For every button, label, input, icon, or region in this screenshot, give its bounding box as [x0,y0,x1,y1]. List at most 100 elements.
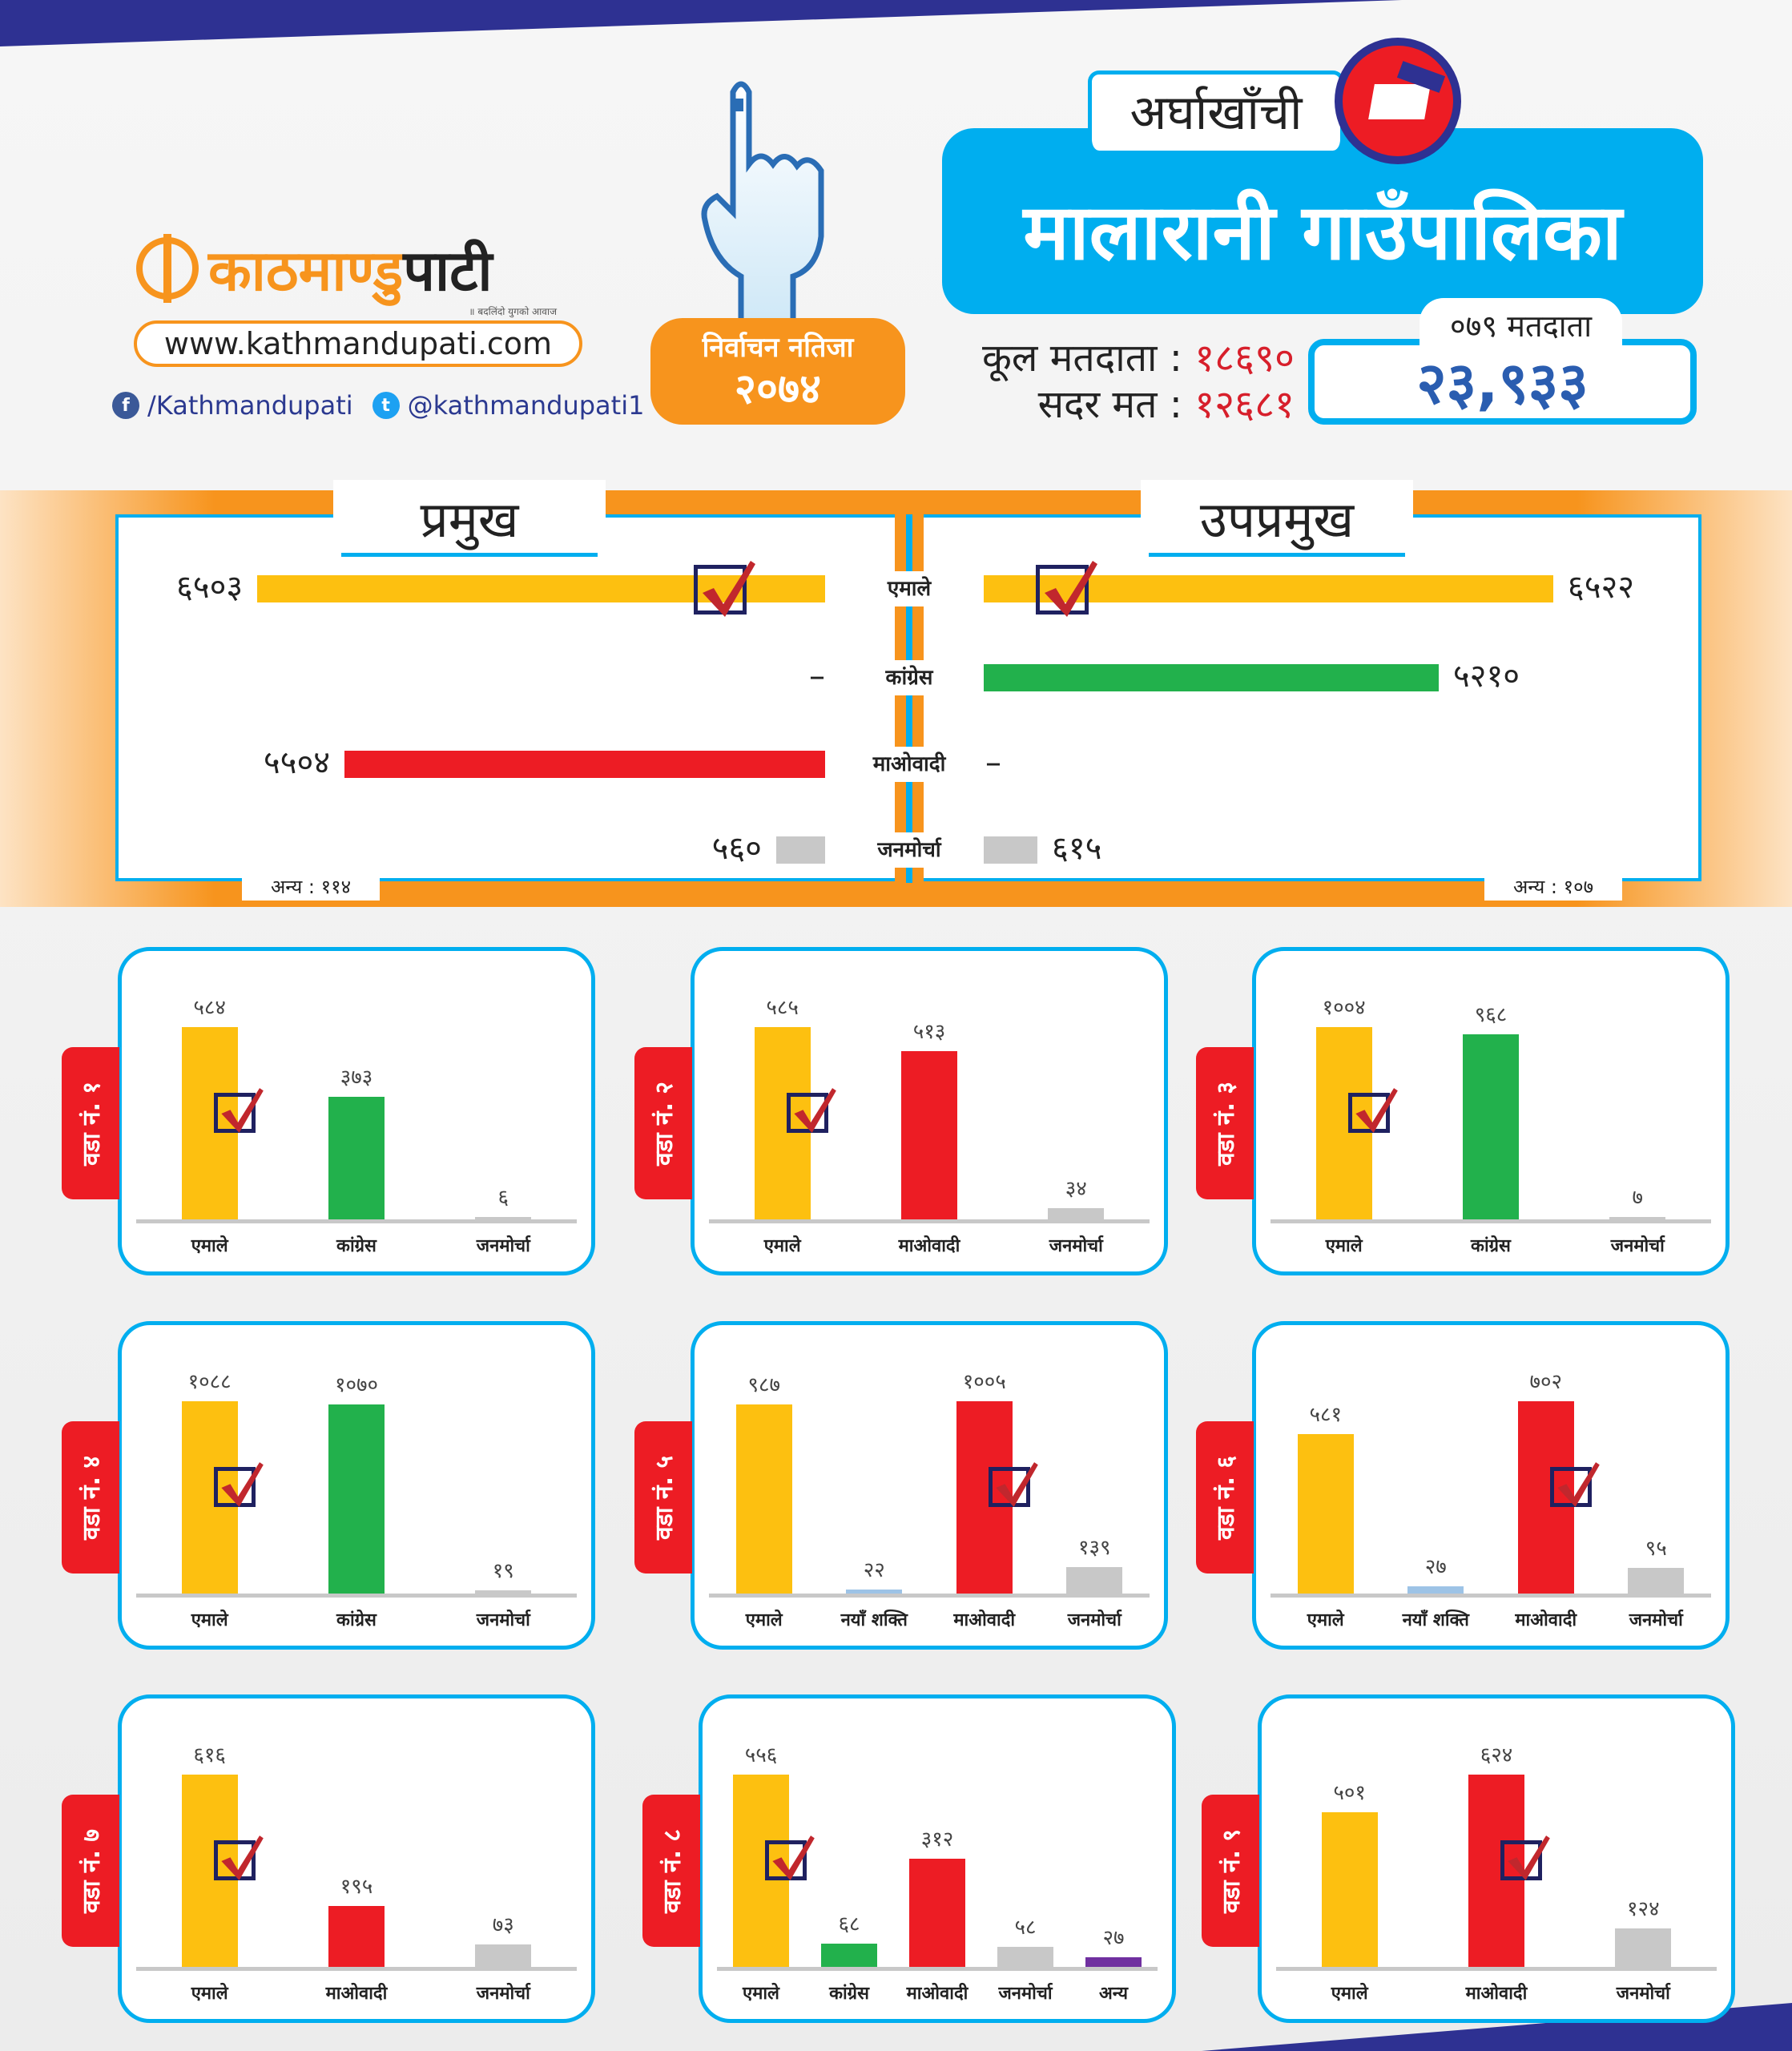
bar-value-label: ९६८ [1474,1002,1508,1027]
ward-card: वडा नं. २ ५८५ ५१३ ३४ एमाले माओवादी जनमोर्चा [634,947,1168,1275]
category-label: नयाँ शक्ति [1402,1610,1469,1630]
bar [475,1590,532,1594]
voter-stats: कूल मतदाता : १८६९० सदर मत : १२६८१ [942,335,1295,428]
category-label: जनमोर्चा [1049,1236,1103,1256]
category-label: एमाले [191,1236,228,1256]
twitter-link[interactable]: @kathmandupati1 [407,390,645,421]
ward-categories: एमाले माओवादी जनमोर्चा [136,1980,577,2005]
bar [475,1217,532,1219]
ward-title: वडा नं. ८ [658,1828,687,1913]
ward-plot: ५८५ ५१३ ३४ [709,983,1150,1223]
brand-name-1: काठमाण्डु [208,238,404,304]
social-links: f /Kathmandupati t @kathmandupati1 [112,389,644,421]
bar-value-label: ५८५ [766,996,799,1020]
ward-card: वडा नं. १ ५८४ ३७३ ६ एमाले कांग्रेस जनमोर्चा [62,947,595,1275]
badge-title: निर्वाचन नतिजा [702,332,854,364]
ward-card: वडा नं. ९ ५०१ ६२४ १२४ एमाले माओवादी जनमोर्चा [1202,1694,1735,2023]
bar [1609,1217,1666,1219]
bar [956,1401,1013,1594]
ward-tab: वडा नं. ५ [634,1421,692,1574]
ward-categories: एमाले कांग्रेस जनमोर्चा [136,1233,577,1257]
bar-value-label: ३४ [1065,1177,1087,1202]
category-label: जनमोर्चा [1629,1610,1683,1630]
ward-card: वडा नं. ४ १०८८ १०७० १९ एमाले कांग्रेस जनमोर्चा [62,1321,595,1650]
bar-column: ५८१ [1297,1357,1354,1594]
bar-value-label: १००४ [1322,996,1366,1020]
bar-column: ३४ [1048,983,1105,1219]
ward-categories: एमाले कांग्रेस माओवादी जनमोर्चा अन्य [717,1980,1158,2005]
website-link[interactable]: www.kathmandupati.com [134,320,582,367]
ward-categories: एमाले नयाँ शक्ति माओवादी जनमोर्चा [709,1607,1150,1631]
brand-name-2: पाटी [403,238,493,304]
bar-value-label: ७ [1632,1186,1644,1210]
bar-value-label: १००५ [962,1370,1006,1394]
ward-tab: वडा नं. ६ [1196,1421,1254,1574]
bar [328,1096,385,1219]
bar-column: ३७३ [328,983,385,1219]
bar [1628,1567,1685,1594]
bar-value-label: १९५ [340,1875,373,1900]
category-label: कांग्रेस [1471,1236,1511,1256]
bar-column: ६२४ [1468,1731,1550,1967]
brand-logo: काठमाण्डुपाटी ॥ बदलिंदो युगको आवाज [136,228,569,317]
bar [475,1944,532,1967]
bar [1468,1775,1524,1967]
chief-other-votes: अन्य : ११४ [242,873,380,901]
bar-value-label: ५५६ [744,1743,778,1767]
bar [181,1027,238,1219]
bar [821,1943,877,1967]
bar [1321,1812,1378,1967]
category-label: जनमोर्चा [1610,1236,1665,1256]
party-label-2: माओवादी [861,747,957,782]
chief-bar [775,836,825,864]
deputy-value-2: – [985,744,1001,781]
bar-value-label: १०८८ [187,1370,232,1394]
ward-title: वडा नं. ५ [650,1455,679,1540]
badge-year: २०७४ [734,365,822,413]
total-voters-label: कूल मतदाता : [982,336,1182,381]
bar-column: ७०२ [1517,1357,1600,1594]
category-label: माओवादी [906,1984,968,2004]
bar-column: १९५ [328,1731,385,1967]
category-label: कांग्रेस [336,1610,377,1630]
bar [735,1404,792,1594]
deputy-value-1: ५२१० [1452,658,1520,695]
ward-card: वडा नं. ५ ९८७ २२ १००५ १३९ एमाले नयाँ शक्ति माओव… [634,1321,1168,1650]
deputy-other-votes: अन्य : १०७ [1484,873,1622,901]
winner-check-icon [988,1462,1038,1507]
winner-check-icon [1347,1088,1398,1133]
bar-value-label: २२ [863,1557,885,1582]
bar-column: १०८८ [181,1357,264,1594]
chief-value-0: ६५०३ [175,569,244,606]
bar-column: ७३ [475,1731,532,1967]
bar-column: १९ [475,1357,532,1594]
bar [909,1859,965,1967]
ward-plot: १०८८ १०७० १९ [136,1357,577,1598]
bar [1615,1928,1672,1967]
ward-title: वडा नं. १ [78,1081,107,1166]
chief-bar [344,751,825,778]
winner-check-icon [786,1088,836,1133]
brand-tagline: ॥ बदलिंदो युगको आवाज [469,306,557,317]
bar-value-label: १९ [492,1558,514,1583]
bar-value-label: ३१२ [920,1827,954,1852]
bar [846,1589,903,1594]
bar-column: ५१३ [900,983,957,1219]
bar-column: १०७० [328,1357,385,1594]
party-label-1: कांग्रेस [861,660,957,695]
bar-value-label: ६८ [838,1912,860,1936]
deputy-value-0: ६५२२ [1567,569,1635,606]
category-label: एमाले [191,1610,228,1630]
bar-value-label: ७०२ [1529,1370,1563,1394]
valid-votes-label: सदर मत : [1037,382,1182,427]
category-label: एमाले [191,1984,228,2004]
facebook-link[interactable]: /Kathmandupati [147,390,353,421]
ward-tab: वडा नं. ९ [1202,1795,1259,1947]
category-label: जनमोर्चा [1616,1984,1670,2004]
ward-title: वडा नं. ९ [1218,1828,1246,1913]
district-name: अर्घाखाँची [1088,71,1344,151]
chief-value-2: ५५०४ [263,744,331,781]
ward-plot: ५५६ ६८ ३१२ ५८ २७ [717,1731,1158,1971]
bar-column: २७ [1085,1731,1142,1967]
deputy-value-3: ६१५ [1052,830,1102,867]
